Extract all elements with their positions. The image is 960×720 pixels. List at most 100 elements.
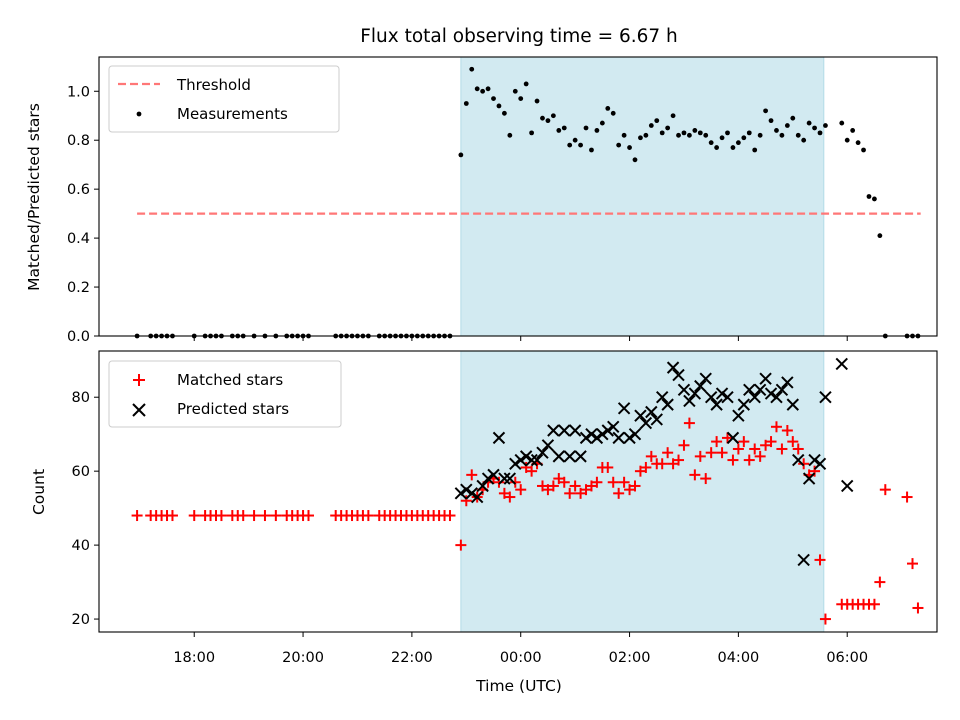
measurement-point — [485, 86, 491, 92]
matched-star-marker — [640, 461, 652, 473]
measurement-point — [496, 103, 502, 109]
measurement-point — [589, 147, 594, 153]
predicted-star-marker — [492, 431, 506, 445]
measurement-point — [665, 125, 671, 131]
legend-predicted-swatch — [132, 403, 146, 417]
predicted-star-marker — [617, 402, 631, 415]
matched-star-marker — [874, 576, 886, 588]
measurement-point — [463, 101, 469, 106]
predicted-star-marker — [639, 416, 653, 430]
predicted-star-marker — [487, 468, 500, 482]
matched-star-marker — [722, 432, 733, 444]
predicted-star-marker — [721, 391, 734, 404]
x-tick-label: 02:00 — [609, 650, 651, 666]
matched-star-marker — [673, 454, 685, 466]
predicted-star-marker — [541, 439, 555, 452]
matched-star-marker — [237, 510, 249, 522]
measurement-point — [839, 120, 845, 126]
predicted-star-marker — [574, 450, 587, 463]
measurement-point — [556, 128, 562, 133]
predicted-star-marker — [688, 387, 702, 400]
matched-star-marker — [259, 510, 271, 522]
top-panel: 0.0 0.2 0.4 0.6 0.8 1.0 Matched/Predicted sta… — [25, 56, 938, 345]
measurement-point — [469, 66, 475, 72]
measurement-point — [812, 125, 817, 131]
measurement-point — [790, 115, 796, 121]
measurement-point — [795, 132, 801, 138]
matched-star-marker — [303, 510, 314, 522]
measurement-point — [458, 152, 464, 158]
matched-star-marker — [912, 602, 924, 614]
matched-star-marker — [547, 480, 559, 492]
matched-star-marker — [787, 436, 799, 448]
x-tick-label: 22:00 — [391, 650, 433, 666]
matched-star-marker — [776, 443, 788, 455]
matched-star-marker — [455, 539, 467, 551]
top-y-tick-label: 0.6 — [67, 182, 90, 198]
measurement-point — [670, 113, 676, 119]
predicted-star-marker — [547, 424, 560, 437]
bottom-y-tick-label: 20 — [72, 612, 90, 628]
matched-star-marker — [444, 510, 456, 522]
matched-stars-points — [131, 417, 924, 625]
bottom-legend-box — [108, 360, 342, 428]
predicted-star-marker — [748, 391, 761, 404]
matched-star-marker — [792, 443, 804, 455]
measurement-point — [877, 233, 883, 239]
matched-star-marker — [645, 450, 657, 462]
matched-star-marker — [362, 510, 374, 522]
matched-star-marker — [460, 495, 472, 507]
predicted-star-marker — [753, 383, 767, 397]
matched-star-marker — [711, 436, 723, 448]
predicted-star-marker — [481, 472, 495, 485]
predicted-star-marker — [628, 427, 642, 441]
predicted-star-marker — [655, 391, 669, 404]
predicted-star-marker — [841, 479, 854, 493]
predicted-star-marker — [743, 383, 756, 397]
measurement-point — [779, 132, 785, 138]
measurement-point — [480, 88, 486, 94]
predicted-star-marker — [525, 453, 538, 467]
matched-star-marker — [689, 469, 701, 481]
measurement-point — [681, 130, 687, 136]
top-y-tick-label: 0.2 — [67, 280, 90, 296]
top-y-tick-label: 0.4 — [67, 231, 90, 247]
measurement-point — [605, 105, 611, 111]
bottom-y-tick-label: 60 — [72, 464, 90, 480]
matched-star-marker — [131, 510, 143, 522]
x-tick-label: 20:00 — [282, 650, 324, 666]
measurement-point — [507, 132, 513, 138]
legend-matched-label: Matched stars — [177, 371, 283, 389]
measurement-point — [823, 123, 828, 128]
matched-star-marker — [618, 476, 630, 488]
top-x-axis-ticks — [193, 336, 848, 341]
measurement-point — [529, 130, 535, 136]
predicted-star-marker — [694, 379, 707, 393]
predicted-star-marker — [737, 398, 751, 411]
top-shaded-region — [460, 56, 825, 337]
x-axis-label: Time (UTC) — [475, 677, 562, 695]
predicted-star-marker — [585, 427, 598, 441]
predicted-star-marker — [558, 424, 571, 437]
predicted-star-marker — [579, 431, 593, 445]
predicted-star-marker — [699, 372, 712, 385]
matched-star-marker — [629, 480, 641, 492]
top-y-tick-label: 0.8 — [67, 133, 90, 149]
measurement-point — [817, 130, 823, 136]
measurement-point — [735, 140, 741, 146]
predicted-star-marker — [470, 490, 484, 504]
matched-star-marker — [901, 491, 913, 503]
measurement-point — [730, 145, 736, 150]
matched-star-marker — [569, 480, 581, 492]
predicted-star-marker — [683, 394, 696, 408]
measurement-point — [621, 132, 627, 138]
predicted-star-marker — [623, 431, 636, 445]
bottom-y-tick-label: 80 — [72, 390, 90, 406]
matched-star-marker — [809, 465, 821, 477]
predicted-star-marker — [634, 409, 647, 422]
predicted-star-marker — [568, 424, 582, 437]
measurement-point — [703, 132, 709, 138]
predicted-star-marker — [726, 431, 740, 445]
matched-star-marker — [732, 443, 744, 455]
